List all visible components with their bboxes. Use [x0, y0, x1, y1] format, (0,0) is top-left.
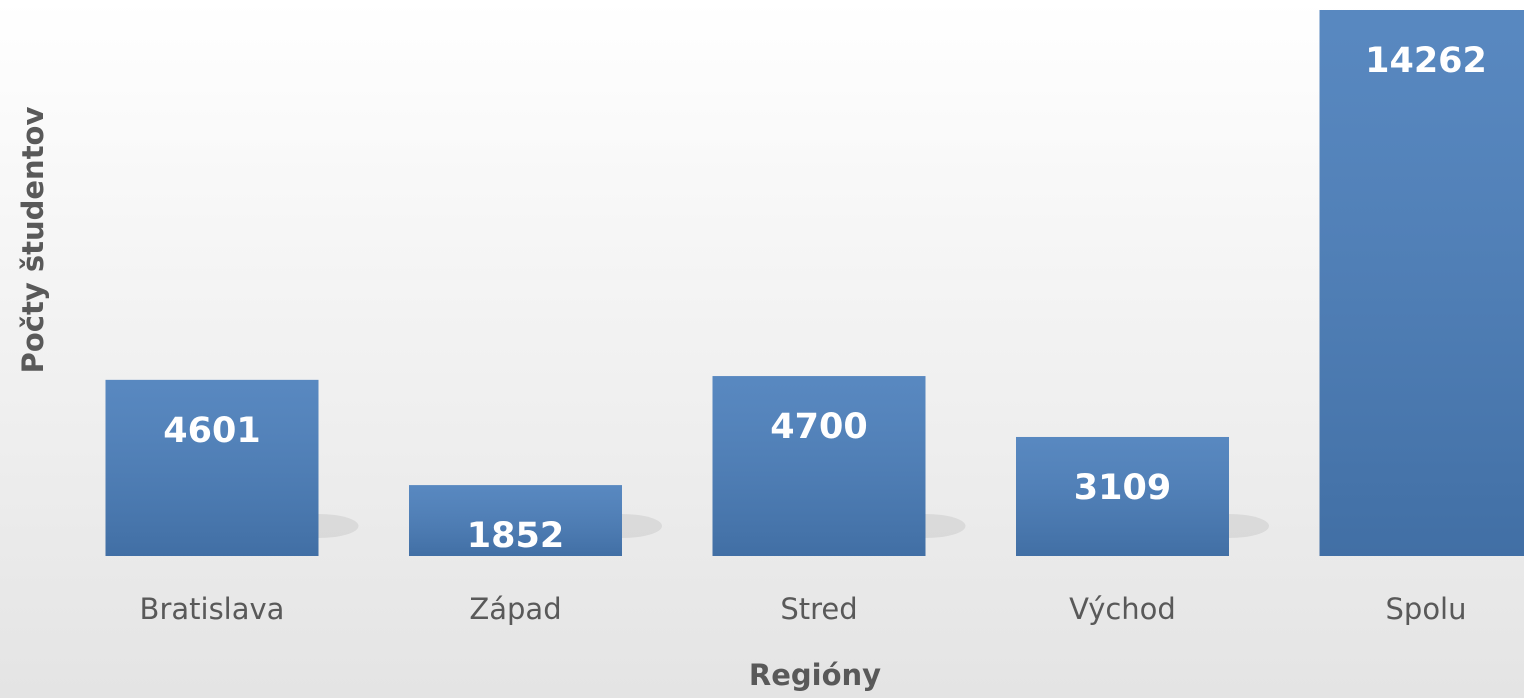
- bar-shade: [1319, 10, 1524, 556]
- value-label: 14262: [1365, 41, 1487, 81]
- y-axis-title: Počty študentov: [16, 107, 50, 374]
- bar-shade: [409, 485, 622, 556]
- x-tick-label: Západ: [469, 592, 561, 626]
- bar-shade: [1016, 436, 1229, 556]
- bar-shade: [712, 376, 926, 556]
- value-label: 3109: [1074, 468, 1171, 508]
- x-tick-label: Spolu: [1386, 592, 1467, 626]
- bar-shade: [105, 379, 319, 556]
- value-label: 4601: [163, 411, 260, 451]
- value-label: 1852: [467, 516, 564, 556]
- value-label: 4700: [770, 407, 867, 447]
- x-tick-label: Stred: [780, 592, 857, 626]
- x-tick-label: Východ: [1069, 592, 1176, 626]
- x-axis-title: Regióny: [749, 658, 881, 692]
- x-tick-label: Bratislava: [140, 592, 285, 626]
